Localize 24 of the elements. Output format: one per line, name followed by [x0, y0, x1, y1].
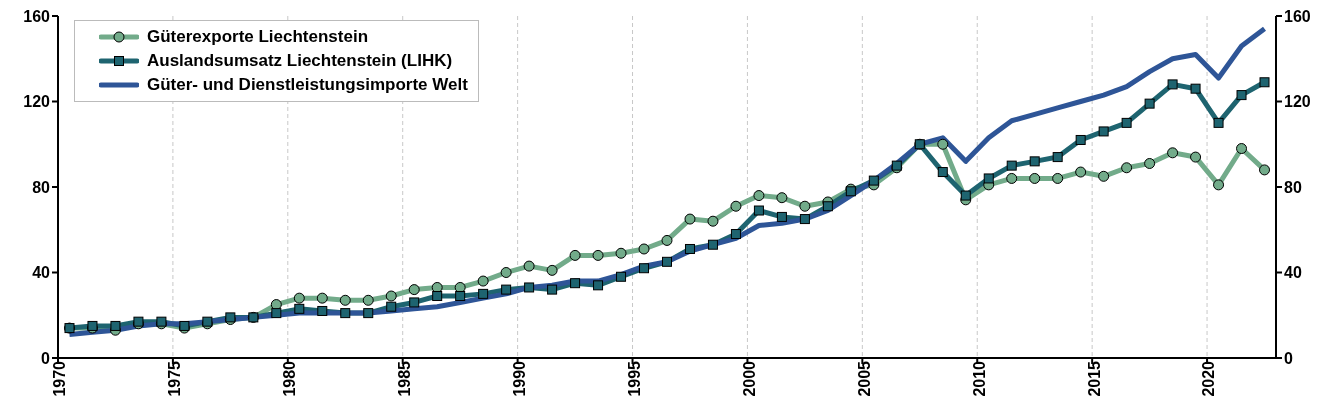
x-tick-label: 1990	[510, 360, 528, 397]
x-tick-label: 1975	[166, 360, 184, 397]
x-tick-label: 2005	[855, 360, 873, 397]
y-tick-label: 160	[23, 7, 51, 25]
y2-tick-label: 0	[1284, 349, 1293, 367]
y2-tick-label: 80	[1284, 178, 1302, 196]
y-tick-label: 40	[32, 264, 51, 282]
y-tick-label: 120	[23, 93, 51, 111]
y-tick-label: 80	[32, 178, 51, 196]
x-tick-label: 1995	[625, 360, 643, 397]
legend-label: Güterexporte Liechtenstein	[147, 27, 369, 47]
y-tick-label: 0	[41, 349, 51, 367]
x-tick-label: 1970	[51, 360, 69, 397]
legend-label: Auslandsumsatz Liechtenstein (LIHK)	[147, 51, 453, 71]
x-tick-label: 1980	[281, 360, 299, 397]
legend-label: Güter- und Dienstleistungsimporte Welt	[147, 75, 468, 95]
y2-tick-label: 120	[1284, 93, 1311, 111]
x-tick-label: 1985	[396, 360, 414, 397]
x-tick-label: 2020	[1200, 360, 1218, 397]
x-tick-label: 2000	[740, 360, 758, 397]
x-tick-label: 2015	[1085, 360, 1103, 397]
y2-tick-label: 40	[1284, 264, 1302, 282]
y2-tick-label: 160	[1284, 7, 1311, 25]
x-tick-label: 2010	[970, 360, 988, 397]
